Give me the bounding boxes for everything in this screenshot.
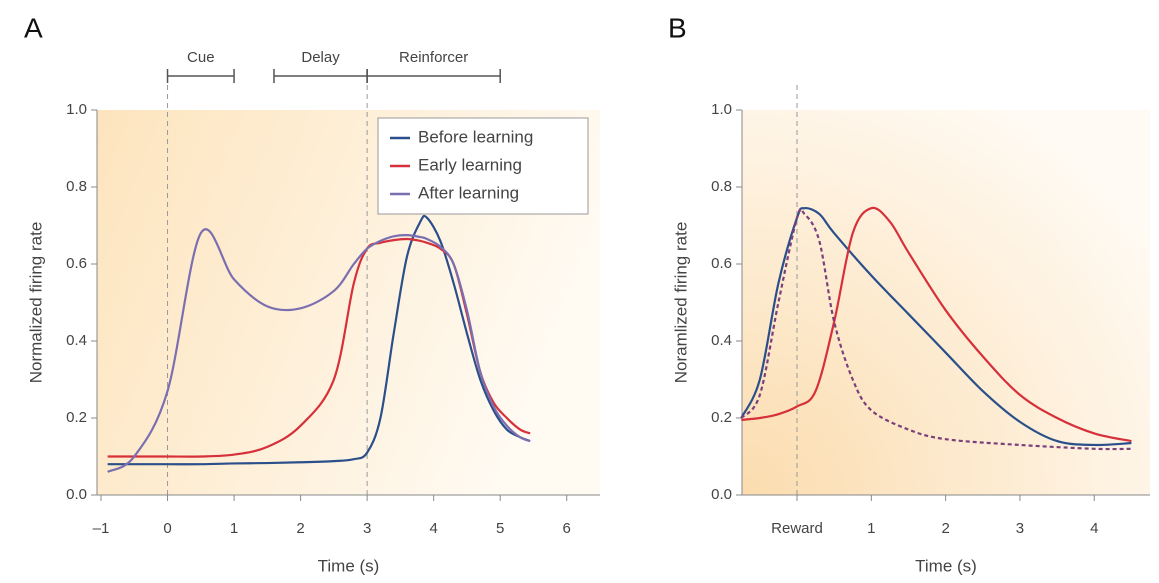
y-tick-label: 0.0 bbox=[711, 486, 732, 503]
x-axis-label: Time (s) bbox=[915, 556, 977, 575]
x-tick-label: 0 bbox=[163, 520, 171, 537]
series-line bbox=[740, 206, 1132, 447]
x-tick-label: 4 bbox=[1090, 520, 1098, 537]
y-tick-label: 0.6 bbox=[66, 255, 87, 272]
x-tick-label: –1 bbox=[93, 520, 110, 537]
series-line bbox=[740, 207, 1132, 451]
panel-label: B bbox=[668, 12, 687, 43]
series-line bbox=[107, 214, 531, 466]
y-tick-label: 0.2 bbox=[66, 409, 87, 426]
bracket bbox=[166, 69, 235, 83]
annotation: Delay bbox=[301, 49, 340, 66]
y-tick-label: 0.6 bbox=[711, 255, 732, 272]
x-tick-label: 6 bbox=[563, 520, 571, 537]
y-axis-label: Normalized firing rate bbox=[26, 222, 45, 384]
series-line bbox=[107, 228, 531, 473]
annotation: Reinforcer bbox=[399, 49, 468, 66]
bracket bbox=[273, 69, 368, 83]
y-tick-label: 0.4 bbox=[711, 332, 732, 349]
x-tick-label: 1 bbox=[867, 520, 875, 537]
y-tick-label: 1.0 bbox=[66, 101, 87, 118]
x-axis-label: Time (s) bbox=[318, 556, 380, 575]
bracket bbox=[366, 69, 501, 83]
y-tick-label: 1.0 bbox=[711, 101, 732, 118]
plot-background bbox=[742, 110, 1150, 495]
x-tick-label: 4 bbox=[429, 520, 437, 537]
x-tick-label: 5 bbox=[496, 520, 504, 537]
panel-label: A bbox=[24, 12, 43, 43]
y-tick-label: 0.4 bbox=[66, 332, 87, 349]
y-tick-label: 0.0 bbox=[66, 486, 87, 503]
legend-label: After learning bbox=[418, 183, 519, 202]
x-tick-label: 3 bbox=[1016, 520, 1024, 537]
legend-label: Before learning bbox=[418, 127, 533, 146]
legend-box bbox=[377, 117, 589, 215]
y-tick-label: 0.8 bbox=[711, 178, 732, 195]
annotation: Cue bbox=[187, 49, 215, 66]
legend-label: Early learning bbox=[418, 155, 522, 174]
x-tick-label: 2 bbox=[296, 520, 304, 537]
y-tick-label: 0.2 bbox=[711, 409, 732, 426]
x-tick-label: 1 bbox=[230, 520, 238, 537]
y-tick-label: 0.8 bbox=[66, 178, 87, 195]
x-tick-label: Reward bbox=[771, 520, 823, 537]
y-axis-label: Noramlized firing rate bbox=[671, 222, 690, 384]
x-tick-label: 2 bbox=[941, 520, 949, 537]
x-tick-label: 3 bbox=[363, 520, 371, 537]
series-line bbox=[741, 206, 1132, 443]
